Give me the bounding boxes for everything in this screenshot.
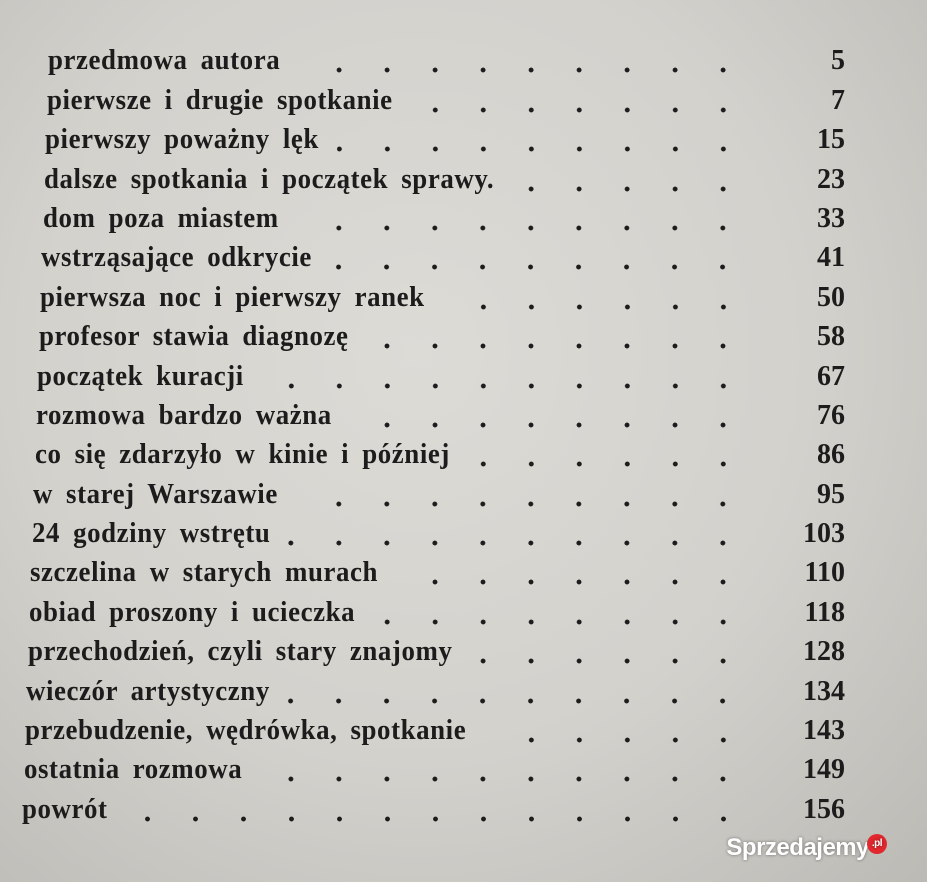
toc-entry-page: 118 <box>804 596 845 628</box>
toc-entry-page: 86 <box>817 439 845 471</box>
toc-entry-page: 134 <box>803 675 845 707</box>
toc-entry-page: 5 <box>831 45 845 77</box>
dot-leader <box>295 49 755 78</box>
toc-entry-title: profesor stawia diagnozę <box>38 321 349 353</box>
dot-leader <box>367 325 755 354</box>
dot-leader <box>294 482 755 511</box>
toc-entry-title: co się zdarzyło w kinie i później <box>34 439 450 471</box>
toc-entry: dalsze spotkania i początek sprawy. 23 <box>0 156 927 196</box>
dot-leader <box>258 364 755 393</box>
toc-entry: pierwsza noc i pierwszy ranek 50 <box>0 274 927 314</box>
toc-entry: przechodzień, czyli stary znajomy 128 <box>0 629 927 669</box>
toc-entry-page: 95 <box>817 478 845 510</box>
toc-entry-page: 143 <box>803 715 845 747</box>
toc-entry: powrót 156 <box>0 786 927 826</box>
toc-entry-page: 7 <box>831 84 845 116</box>
toc-entry: profesor stawia diagnozę 58 <box>0 314 927 354</box>
toc-entry-title: dalsze spotkania i początek sprawy. <box>43 163 495 195</box>
toc-entry-title: przebudzenie, wędrówka, spotkanie <box>25 715 467 747</box>
toc-entry-page: 76 <box>817 399 845 431</box>
toc-entry-page: 41 <box>817 242 845 274</box>
dot-leader <box>374 600 755 629</box>
table-of-contents: przedmowa autora 5 pierwsze i drugie spotk… <box>0 38 927 826</box>
toc-entry: ostatnia rozmowa 149 <box>0 747 927 787</box>
dot-leader <box>490 719 755 748</box>
watermark-logo: Sprzedajemy .pl <box>726 834 887 862</box>
toc-entry: wieczór artystyczny 134 <box>0 668 927 708</box>
toc-entry-title: początek kuracji <box>37 360 245 392</box>
watermark-suffix: .pl <box>867 834 887 854</box>
dot-leader <box>472 443 755 472</box>
toc-entry-title: pierwszy poważny lęk <box>45 124 320 156</box>
dot-leader <box>412 88 755 117</box>
dot-leader <box>294 206 755 235</box>
toc-entry-title: przedmowa autora <box>48 45 281 77</box>
toc-entry-title: powrót <box>22 793 108 825</box>
dot-leader <box>117 797 755 826</box>
dot-leader <box>257 758 755 787</box>
toc-entry-page: 128 <box>803 636 845 668</box>
toc-entry: początek kuracji 67 <box>0 353 927 393</box>
toc-entry: rozmowa bardzo ważna 76 <box>0 393 927 432</box>
toc-entry: co się zdarzyło w kinie i później 86 <box>0 432 927 472</box>
toc-entry: wstrząsające odkrycie 41 <box>0 235 927 275</box>
toc-entry-title: wstrząsające odkrycie <box>41 242 313 274</box>
toc-entry-page: 58 <box>817 321 845 353</box>
toc-entry-page: 103 <box>803 518 845 550</box>
toc-entry-title: dom poza miastem <box>42 202 279 234</box>
dot-leader <box>475 640 755 669</box>
toc-entry-page: 23 <box>817 163 845 195</box>
dot-leader <box>336 128 755 157</box>
toc-entry-page: 33 <box>817 202 845 234</box>
toc-entry-title: przechodzień, czyli stary znajomy <box>27 636 453 668</box>
toc-entry-title: 24 godziny wstrętu <box>31 518 271 550</box>
dot-leader <box>349 403 755 432</box>
dot-leader <box>286 522 755 551</box>
toc-entry: dom poza miastem 33 <box>0 196 927 235</box>
toc-entry-page: 156 <box>803 793 845 825</box>
toc-entry-page: 110 <box>804 557 845 589</box>
toc-entry: pierwsze i drugie spotkanie 7 <box>0 77 927 117</box>
toc-entry-title: szczelina w starych murach <box>30 557 379 589</box>
toc-entry-title: wieczór artystyczny <box>26 675 271 707</box>
toc-entry: pierwszy poważny lęk 15 <box>0 117 927 157</box>
toc-entry-title: obiad proszony i ucieczka <box>29 596 356 628</box>
dot-leader <box>446 285 755 314</box>
toc-entry-title: pierwsze i drugie spotkanie <box>46 84 393 116</box>
toc-entry: szczelina w starych murach 110 <box>0 550 927 590</box>
toc-entry: w starej Warszawie 95 <box>0 471 927 511</box>
toc-entry: przebudzenie, wędrówka, spotkanie 143 <box>0 708 927 748</box>
dot-leader <box>398 561 755 590</box>
toc-entry: 24 godziny wstrętu 103 <box>0 511 927 551</box>
toc-entry-page: 149 <box>803 754 845 786</box>
toc-entry-page: 67 <box>817 360 845 392</box>
dot-leader <box>286 679 755 708</box>
dot-leader <box>518 167 755 196</box>
toc-entry: przedmowa autora 5 <box>0 38 927 78</box>
toc-entry-title: ostatnia rozmowa <box>23 754 242 786</box>
toc-entry-page: 50 <box>817 281 845 313</box>
toc-entry: obiad proszony i ucieczka 118 <box>0 589 927 629</box>
watermark-text: Sprzedajemy <box>726 834 869 861</box>
toc-entry-title: w starej Warszawie <box>33 478 278 510</box>
dot-leader <box>329 246 755 275</box>
toc-entry-title: pierwsza noc i pierwszy ranek <box>39 281 425 313</box>
toc-entry-page: 15 <box>817 124 845 156</box>
toc-entry-title: rozmowa bardzo ważna <box>35 399 332 431</box>
